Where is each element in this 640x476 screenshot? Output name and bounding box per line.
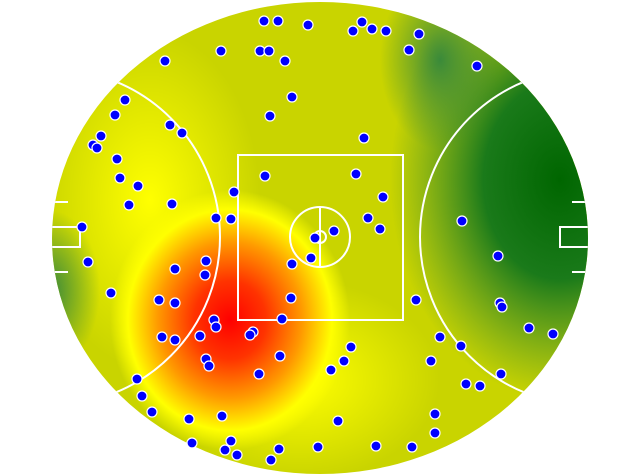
points [76,15,559,466]
point [338,355,350,367]
point [259,170,271,182]
point [105,287,117,299]
point [523,322,535,334]
point [429,427,441,439]
point [350,168,362,180]
point [153,294,165,306]
point [362,212,374,224]
point [199,269,211,281]
point [186,437,198,449]
point [264,110,276,122]
point [176,127,188,139]
point [356,16,368,28]
point [276,313,288,325]
point [95,130,107,142]
point [366,23,378,35]
point [286,91,298,103]
point [380,25,392,37]
point [146,406,158,418]
point [216,410,228,422]
point [200,255,212,267]
point [413,28,425,40]
point [456,215,468,227]
point [274,350,286,362]
point [169,297,181,309]
point [156,331,168,343]
point [263,45,275,57]
point [328,225,340,237]
point [332,415,344,427]
point [358,132,370,144]
point [455,340,467,352]
point [131,373,143,385]
point [312,441,324,453]
point [302,19,314,31]
point [434,331,446,343]
point [377,191,389,203]
point [305,252,317,264]
point [406,441,418,453]
point [183,413,195,425]
point [114,172,126,184]
point [111,153,123,165]
point [225,435,237,447]
point [169,334,181,346]
point [460,378,472,390]
point [410,294,422,306]
point [425,355,437,367]
point [109,109,121,121]
point [225,213,237,225]
point [265,454,277,466]
point [403,44,415,56]
point [169,263,181,275]
point [272,15,284,27]
point [309,232,321,244]
point [231,449,243,461]
point [347,25,359,37]
point [136,390,148,402]
point [219,444,231,456]
point [345,341,357,353]
point [194,330,206,342]
point [76,221,88,233]
point [492,250,504,262]
point [228,186,240,198]
point [474,380,486,392]
point [166,198,178,210]
point [370,440,382,452]
point [132,180,144,192]
point [210,212,222,224]
point [286,258,298,270]
point [374,223,386,235]
point [82,256,94,268]
point [91,142,103,154]
point [285,292,297,304]
point [279,55,291,67]
point [496,301,508,313]
point [123,199,135,211]
point [471,60,483,72]
point [547,328,559,340]
point [325,364,337,376]
point [244,329,256,341]
point [495,368,507,380]
point [429,408,441,420]
point [159,55,171,67]
point [119,94,131,106]
point [273,443,285,455]
point [258,15,270,27]
point [164,119,176,131]
point [253,368,265,380]
point [210,321,222,333]
point [203,360,215,372]
field-markings [52,68,588,406]
point [215,45,227,57]
